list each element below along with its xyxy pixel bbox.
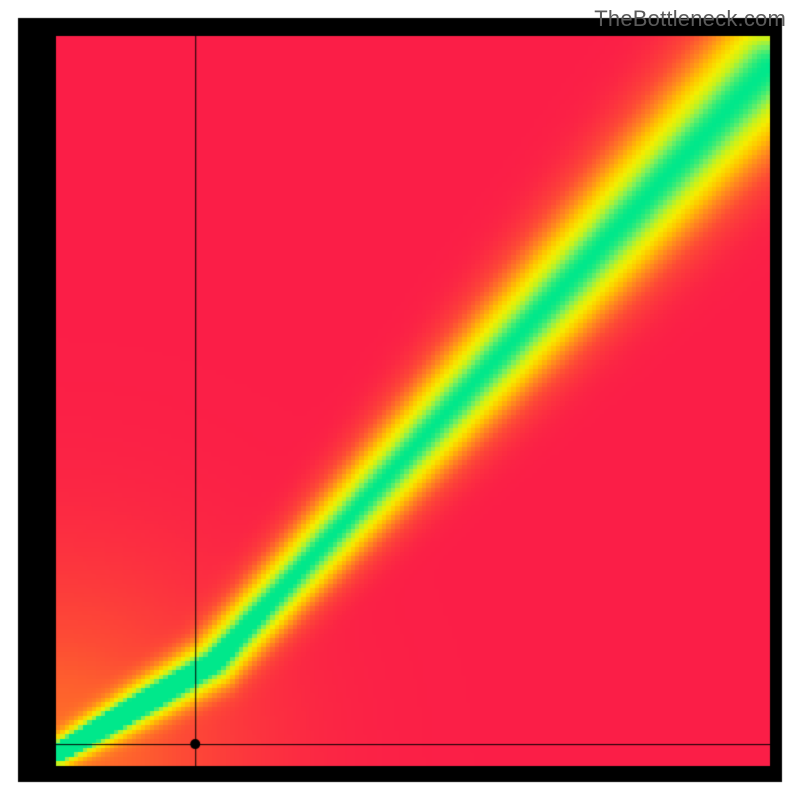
chart-container: TheBottleneck.com xyxy=(0,0,800,800)
watermark-text: TheBottleneck.com xyxy=(594,6,786,32)
heatmap-canvas xyxy=(0,0,800,800)
